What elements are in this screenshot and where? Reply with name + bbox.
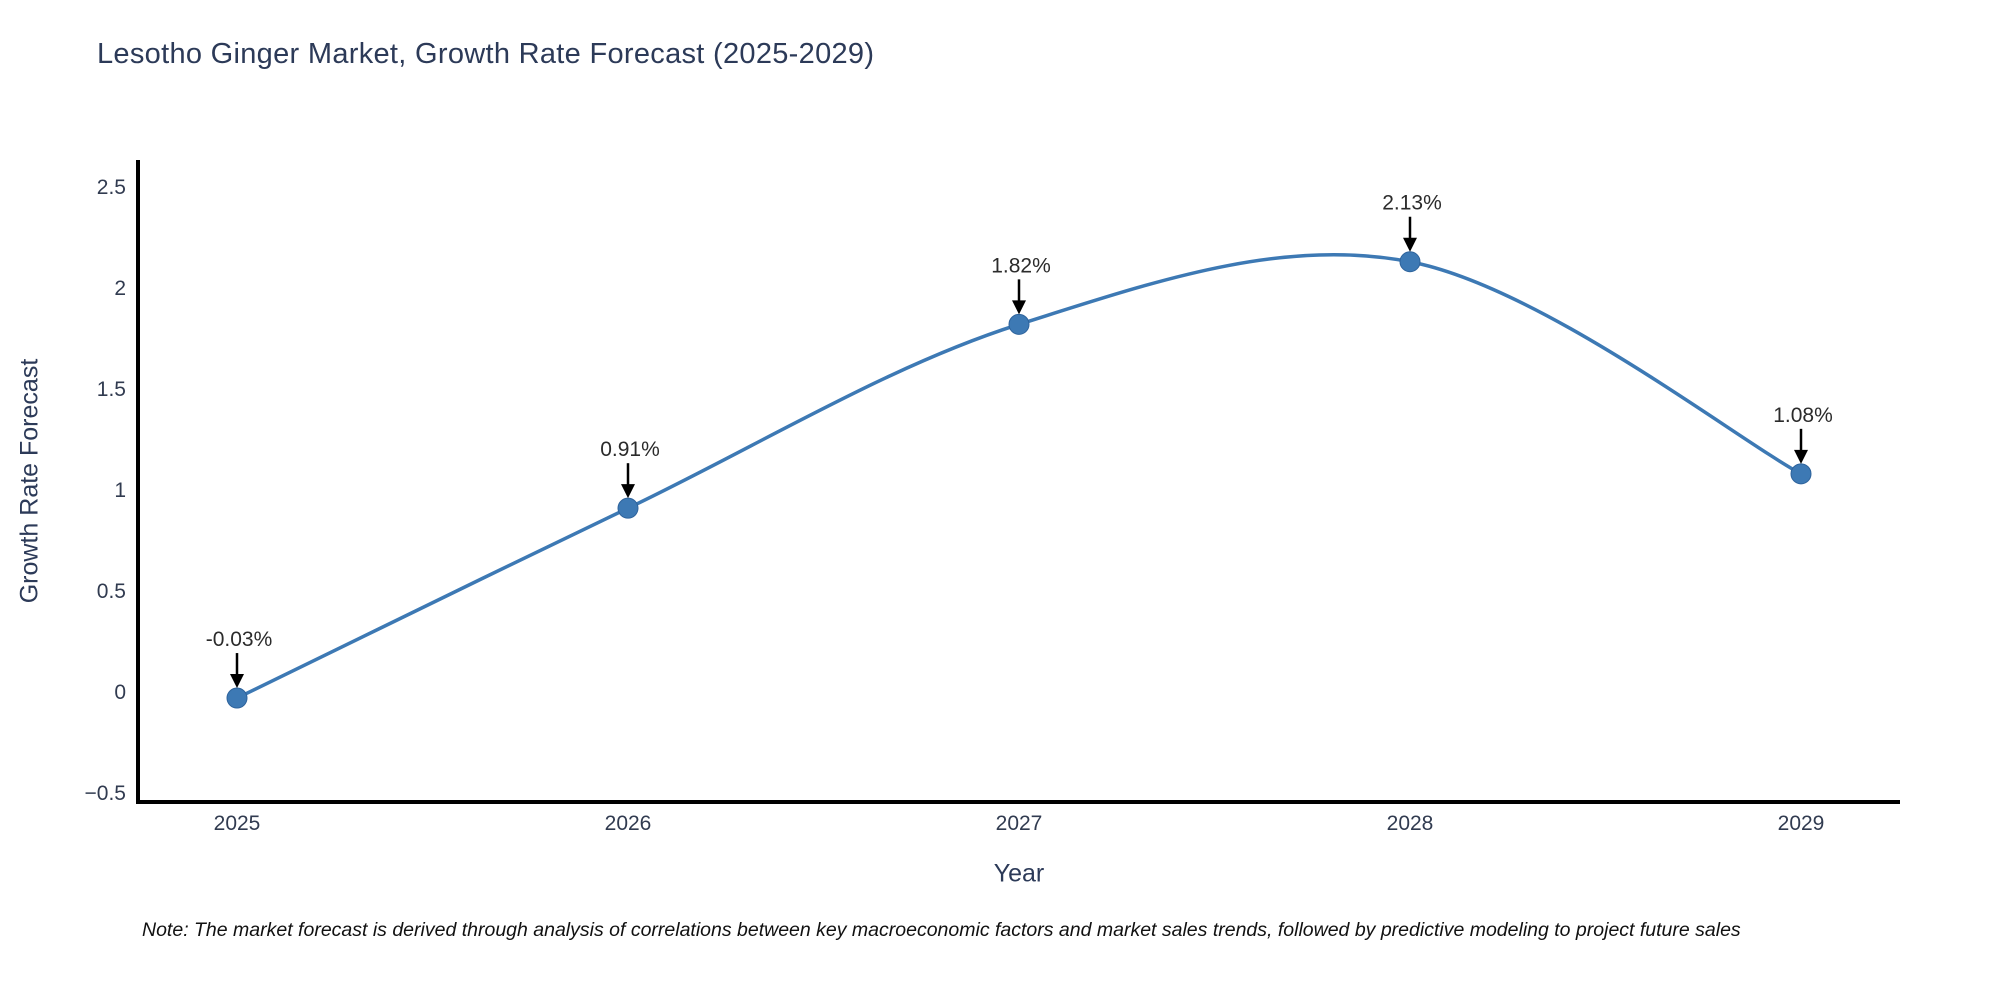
- y-tick-label: 1: [114, 479, 126, 502]
- data-point-2026: [617, 497, 639, 519]
- y-tick-label: 2.5: [97, 176, 126, 199]
- data-point-2029: [1790, 463, 1812, 485]
- annotation-arrowhead: [230, 674, 244, 689]
- x-tick-label: 2028: [1387, 812, 1434, 835]
- annotation-arrowhead: [1403, 237, 1417, 252]
- x-tick-label: 2026: [605, 812, 652, 835]
- y-tick-label: 2: [114, 277, 126, 300]
- x-tick-label: 2025: [214, 812, 261, 835]
- y-tick-label: 1.5: [97, 378, 126, 401]
- annotation-arrowhead: [1012, 300, 1026, 315]
- annotation-label-2025: -0.03%: [206, 628, 273, 651]
- data-point-2027: [1008, 313, 1030, 335]
- annotation-label-2026: 0.91%: [600, 438, 660, 461]
- annotation-arrowhead: [621, 484, 635, 499]
- annotation-arrowhead: [1794, 449, 1808, 464]
- y-tick-label: 0.5: [97, 580, 126, 603]
- x-tick-label: 2027: [996, 812, 1043, 835]
- annotation-label-2027: 1.82%: [991, 254, 1051, 277]
- chart-title: Lesotho Ginger Market, Growth Rate Forec…: [97, 38, 875, 70]
- data-point-2025: [226, 687, 248, 709]
- footnote: Note: The market forecast is derived thr…: [142, 919, 1741, 941]
- annotation-label-2029: 1.08%: [1773, 404, 1833, 427]
- x-axis-title: Year: [993, 859, 1045, 888]
- y-tick-label: 0: [114, 681, 126, 704]
- x-tick-label: 2029: [1778, 812, 1825, 835]
- data-point-2028: [1399, 251, 1421, 273]
- y-tick-label: −0.5: [85, 782, 126, 805]
- annotation-label-2028: 2.13%: [1382, 192, 1442, 215]
